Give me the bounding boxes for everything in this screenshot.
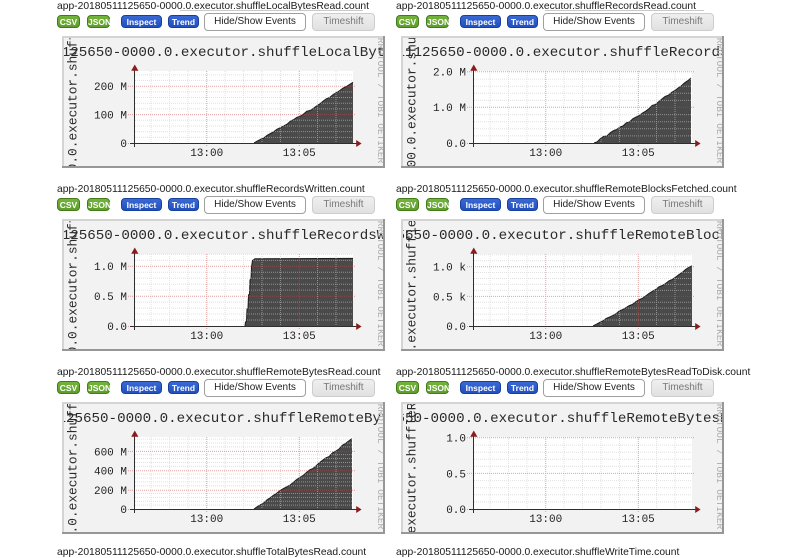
svg-text:13:00: 13:00 (190, 514, 223, 526)
svg-text:13:05: 13:05 (283, 514, 316, 526)
svg-text:app-20180511125650-0000.0.exec: app-20180511125650-0000.0.executor.shuff… (401, 45, 724, 61)
svg-text:app-20180511125650-0000.0.exec: app-20180511125650-0000.0.executor.shuff… (66, 36, 81, 168)
svg-text:RRDTOOL / TOBI OETIKER: RRDTOOL / TOBI OETIKER (375, 404, 385, 530)
svg-text:2.0 M: 2.0 M (433, 68, 466, 80)
svg-text:0.5: 0.5 (446, 469, 466, 481)
svg-text:200 M: 200 M (94, 486, 127, 498)
svg-text:0.0: 0.0 (446, 322, 466, 334)
svg-text:13:00: 13:00 (190, 148, 223, 160)
svg-text:13:05: 13:05 (283, 331, 316, 343)
svg-text:600 M: 600 M (94, 447, 127, 459)
svg-text:1.0: 1.0 (446, 434, 466, 446)
svg-text:RRDTOOL / TOBI OETIKER: RRDTOOL / TOBI OETIKER (375, 38, 385, 164)
svg-text:0.0: 0.0 (446, 505, 466, 517)
svg-text:0.5 M: 0.5 M (94, 292, 127, 304)
svg-text:1.0 M: 1.0 M (433, 103, 466, 115)
svg-text:200 M: 200 M (94, 82, 127, 94)
svg-text:RRDTOOL / TOBI OETIKER: RRDTOOL / TOBI OETIKER (375, 221, 385, 347)
svg-text:1.0 M: 1.0 M (94, 262, 127, 274)
svg-text:app-20180511125650-0000.0.exec: app-20180511125650-0000.0.executor.shuff… (62, 411, 385, 427)
svg-text:0.0: 0.0 (446, 139, 466, 151)
svg-text:app-20180511125650-0000.0.exec: app-20180511125650-0000.0.executor.shuff… (405, 36, 420, 168)
svg-text:app-20180511125650-0000.0.exec: app-20180511125650-0000.0.executor.shuff… (405, 219, 420, 351)
svg-text:RRDTOOL / TOBI OETIKER: RRDTOOL / TOBI OETIKER (714, 404, 724, 530)
svg-text:0: 0 (120, 505, 127, 517)
svg-text:13:00: 13:00 (529, 331, 562, 343)
svg-text:400 M: 400 M (94, 467, 127, 479)
svg-text:app-20180511125650-0000.0.exec: app-20180511125650-0000.0.executor.shuff… (401, 411, 724, 427)
svg-text:0.0: 0.0 (107, 322, 127, 334)
svg-text:13:05: 13:05 (622, 514, 655, 526)
svg-text:13:00: 13:00 (190, 331, 223, 343)
svg-text:0.5 k: 0.5 k (433, 292, 466, 304)
svg-text:app-20180511125650-0000.0.exec: app-20180511125650-0000.0.executor.shuff… (66, 402, 81, 534)
svg-text:0: 0 (120, 139, 127, 151)
svg-text:13:05: 13:05 (622, 331, 655, 343)
svg-text:app-20180511125650-0000.0.exec: app-20180511125650-0000.0.executor.shuff… (66, 219, 81, 351)
svg-text:1.0 k: 1.0 k (433, 263, 466, 275)
svg-text:RRDTOOL / TOBI OETIKER: RRDTOOL / TOBI OETIKER (714, 221, 724, 347)
svg-text:app-20180511125650-0000.0.exec: app-20180511125650-0000.0.executor.shuff… (62, 228, 385, 244)
svg-text:13:05: 13:05 (622, 148, 655, 160)
svg-text:100 M: 100 M (94, 110, 127, 122)
svg-text:app-20180511125650-0000.0.exec: app-20180511125650-0000.0.executor.shuff… (405, 402, 420, 534)
svg-text:13:00: 13:00 (529, 514, 562, 526)
svg-text:13:00: 13:00 (529, 148, 562, 160)
svg-text:RRDTOOL / TOBI OETIKER: RRDTOOL / TOBI OETIKER (714, 38, 724, 164)
svg-text:app-20180511125650-0000.0.exec: app-20180511125650-0000.0.executor.shuff… (401, 228, 724, 244)
svg-text:app-20180511125650-0000.0.exec: app-20180511125650-0000.0.executor.shuff… (62, 45, 385, 61)
svg-text:13:05: 13:05 (283, 148, 316, 160)
